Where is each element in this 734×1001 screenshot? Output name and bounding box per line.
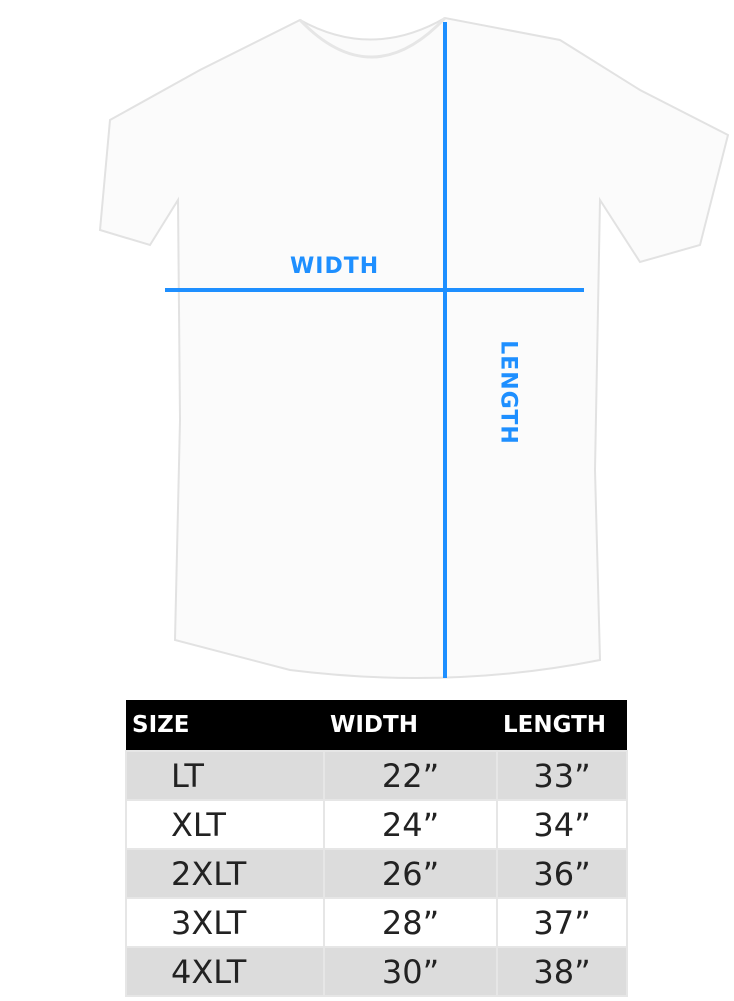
size-cell: 2XLT <box>125 848 325 899</box>
size-cell: 4XLT <box>125 946 325 997</box>
length-cell: 34” <box>496 799 628 850</box>
size-cell: 3XLT <box>125 897 325 948</box>
header-size: SIZE <box>126 700 324 751</box>
width-label: WIDTH <box>290 254 380 279</box>
size-cell: LT <box>125 750 325 801</box>
length-cell: 37” <box>496 897 628 948</box>
length-cell: 38” <box>496 946 628 997</box>
length-label: LENGTH <box>495 340 521 445</box>
width-cell: 26” <box>323 848 498 899</box>
width-cell: 28” <box>323 897 498 948</box>
table-row: 2XLT 26” 36” <box>125 848 628 899</box>
length-cell: 33” <box>496 750 628 801</box>
header-width: WIDTH <box>324 700 497 751</box>
length-cell: 36” <box>496 848 628 899</box>
width-cell: 22” <box>323 750 498 801</box>
table-header: SIZE WIDTH LENGTH <box>126 700 627 751</box>
tshirt-collar <box>298 16 447 59</box>
table-row: 4XLT 30” 38” <box>125 946 628 997</box>
table-row: 3XLT 28” 37” <box>125 897 628 948</box>
width-cell: 24” <box>323 799 498 850</box>
header-length: LENGTH <box>497 700 627 751</box>
table-row: XLT 24” 34” <box>125 799 628 850</box>
tshirt-illustration <box>98 16 730 679</box>
width-cell: 30” <box>323 946 498 997</box>
size-chart-table: SIZE WIDTH LENGTH LT 22” 33” XLT 24” 34”… <box>125 700 628 997</box>
size-cell: XLT <box>125 799 325 850</box>
table-row: LT 22” 33” <box>125 750 628 801</box>
tshirt-body <box>98 16 730 679</box>
